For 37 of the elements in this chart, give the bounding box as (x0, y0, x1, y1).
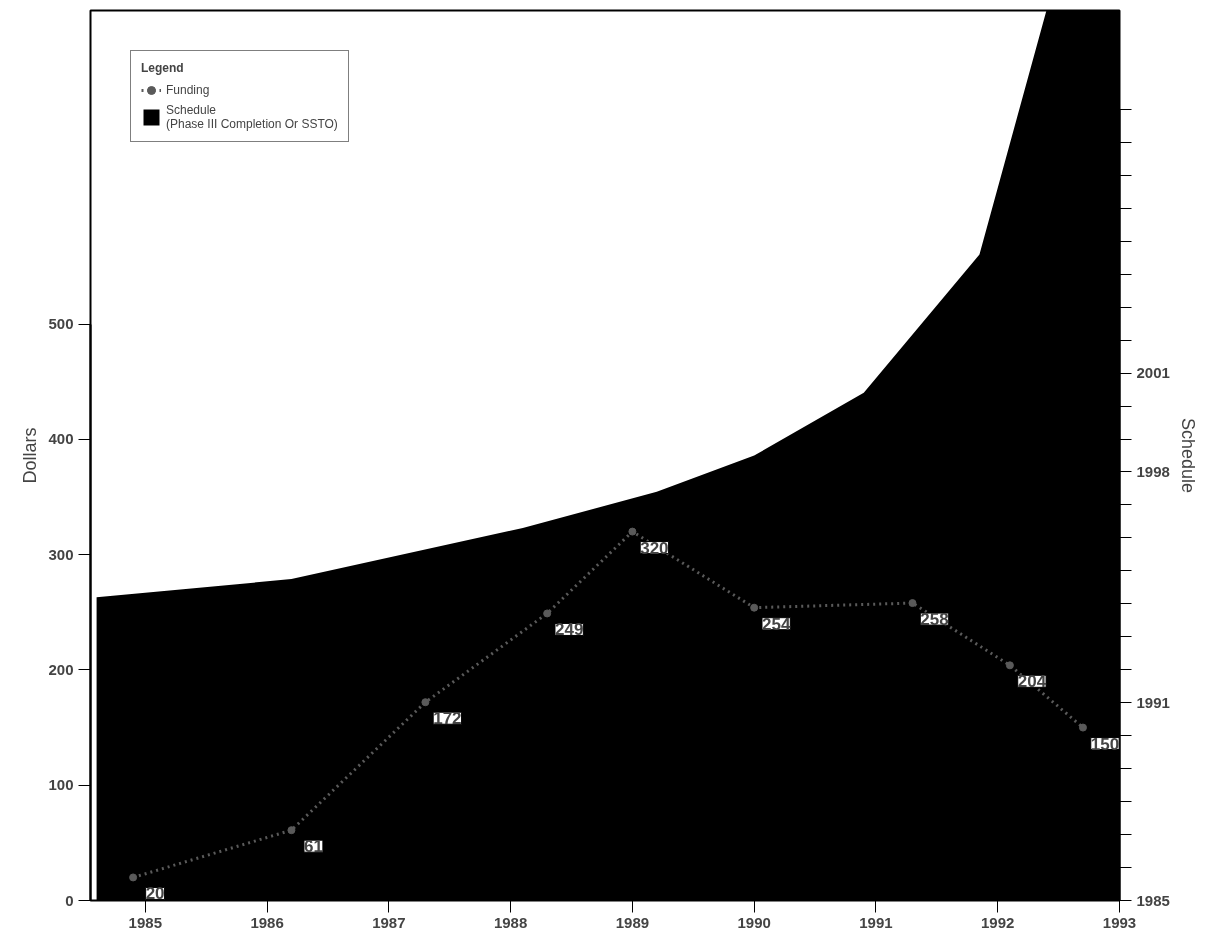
x-tick-label: 1989 (615, 913, 650, 931)
point (908, 599, 917, 608)
x-tick-label: 1988 (493, 913, 528, 931)
x-tick-label: 1992 (981, 913, 1015, 931)
point (1005, 661, 1014, 670)
y2-tick-label: 2001 (1136, 364, 1170, 382)
y-tick-label: 400 (48, 430, 74, 448)
y-axis-title: Dollars (20, 427, 41, 484)
y-tick-label: 100 (48, 776, 74, 794)
x-tick-label: 1987 (372, 913, 406, 931)
legend-label: Funding (166, 83, 210, 97)
data-label: 320 (640, 538, 669, 558)
point (628, 527, 637, 536)
x-tick-label: 1986 (250, 913, 284, 931)
y2-tick-label: 1991 (1136, 693, 1170, 711)
y-tick-label: 0 (65, 891, 74, 909)
data-label: 20 (145, 884, 165, 904)
legend-title: Legend (141, 61, 185, 75)
y2-tick-label: 1998 (1136, 462, 1170, 480)
legend-label: Schedule (Phase III Completion Or SSTO) (166, 103, 338, 131)
data-label: 172 (433, 709, 462, 729)
data-label: 150 (1090, 734, 1120, 754)
point (1078, 723, 1087, 732)
point (421, 698, 430, 707)
point (750, 603, 759, 612)
y-tick-label: 300 (48, 545, 74, 563)
x-tick-label: 1990 (737, 913, 771, 931)
y2-axis-title: Schedule (1177, 417, 1198, 494)
y-tick-label: 500 (48, 315, 74, 333)
point (129, 873, 138, 882)
point (543, 609, 552, 618)
x-tick-label: 1985 (128, 913, 162, 931)
y2-tick-label: 1985 (1136, 891, 1170, 909)
x-tick-label: 1993 (1102, 913, 1137, 931)
point (287, 826, 296, 835)
x-tick-label: 1991 (859, 913, 893, 931)
y-tick-label: 200 (48, 660, 74, 678)
